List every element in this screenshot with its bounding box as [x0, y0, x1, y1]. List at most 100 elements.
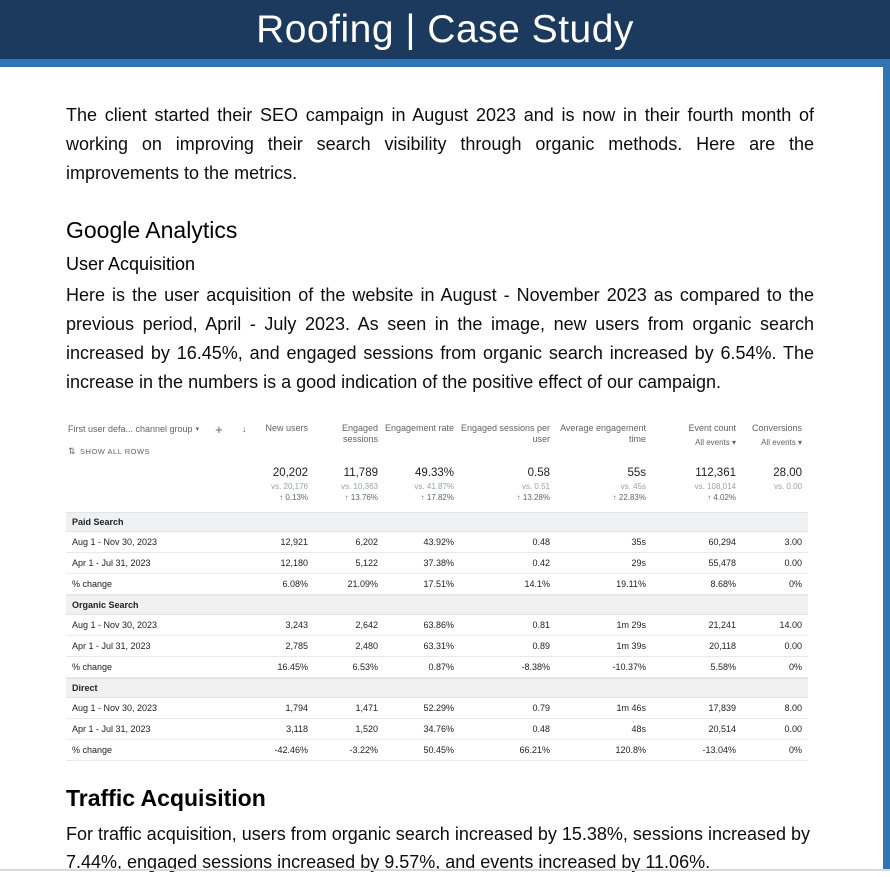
table-cell: 0.87%	[428, 661, 454, 672]
channel-group-row: Paid Search	[66, 511, 808, 532]
row-label: % change	[72, 744, 113, 755]
totals-change: ↑ 13.76%	[344, 492, 378, 502]
table-cell: 5.58%	[710, 661, 736, 672]
empty-cell	[384, 596, 460, 614]
user-acquisition-paragraph: Here is the user acquisition of the webs…	[66, 285, 814, 392]
totals-cell: 0.58 vs. 0.51 ↑ 13.28%	[460, 467, 556, 502]
empty-cell	[314, 596, 384, 614]
table-cell: 52.29%	[423, 702, 454, 713]
column-header-label: New users	[265, 422, 308, 433]
empty-cell	[556, 596, 652, 614]
events-filter-dropdown[interactable]: All events ▾	[695, 438, 736, 448]
show-all-rows-toggle[interactable]: ⇅ SHOW ALL ROWS	[68, 446, 242, 457]
empty-cell	[460, 679, 556, 697]
ga-totals-row: 20,202 vs. 20,176 ↑ 0.13% 11,789 vs. 10,363 ↑…	[66, 465, 808, 512]
table-cell: 16.45%	[277, 661, 308, 672]
row-label: Apr 1 - Jul 31, 2023	[72, 723, 151, 734]
empty-cell	[314, 679, 384, 697]
dimension-dropdown-label: First user defa... channel group	[68, 424, 193, 435]
table-cell: 20,514	[708, 723, 736, 734]
row-label: Aug 1 - Nov 30, 2023	[72, 536, 158, 547]
totals-comparison: vs. 10,363	[341, 481, 378, 491]
column-header-label: Average engagement time	[560, 422, 646, 445]
table-cell: 2,785	[285, 640, 308, 651]
column-header-label: Engaged sessions	[341, 422, 378, 445]
channel-group-label: Direct	[72, 682, 98, 693]
column-header[interactable]: ↓ New users	[242, 417, 314, 435]
table-cell: 5,122	[355, 557, 378, 568]
empty-cell	[242, 596, 314, 614]
totals-change: ↑ 0.13%	[279, 492, 308, 502]
column-header[interactable]: Average engagement time	[556, 417, 652, 446]
empty-cell	[652, 596, 742, 614]
table-cell: 34.76%	[423, 723, 454, 734]
channel-group-row: Organic Search	[66, 594, 808, 615]
table-cell: 29s	[631, 557, 646, 568]
totals-spacer	[66, 467, 242, 502]
totals-cell: 11,789 vs. 10,363 ↑ 13.76%	[314, 467, 384, 502]
user-acquisition-subheading: User Acquisition	[66, 254, 196, 275]
totals-comparison: vs. 0.51	[521, 481, 550, 491]
table-cell: 8.00	[784, 702, 802, 713]
table-row: % change 16.45% 6.53% 0.87% -8.38% -10.37% 5.5…	[66, 656, 808, 678]
totals-change: ↑ 13.28%	[516, 492, 550, 502]
traffic-acquisition-heading: Traffic Acquisition	[66, 784, 266, 811]
table-cell: 19.11%	[616, 578, 646, 589]
column-header[interactable]: Engaged sessions	[314, 417, 384, 446]
totals-cell: 112,361 vs. 108,014 ↑ 4.02%	[652, 467, 742, 502]
table-cell: 3.00	[784, 536, 802, 547]
add-dimension-button[interactable]: +	[215, 421, 223, 437]
table-cell: 1,520	[355, 723, 378, 734]
document-body: The client started their SEO campaign in…	[0, 67, 890, 877]
intro-paragraph: The client started their SEO campaign in…	[66, 105, 814, 183]
table-cell: 48s	[631, 723, 646, 734]
totals-value: 112,361	[695, 466, 736, 479]
accent-strip	[0, 59, 890, 67]
table-cell: 0.48	[532, 723, 550, 734]
events-filter-dropdown[interactable]: All events ▾	[761, 438, 802, 448]
table-cell: 0%	[788, 661, 802, 672]
page-header: Roofing | Case Study	[0, 0, 890, 59]
column-header-label: Event count	[688, 422, 736, 433]
table-cell: 0.00	[784, 640, 802, 651]
empty-cell	[242, 513, 314, 531]
column-header[interactable]: Engaged sessions per user	[460, 417, 556, 446]
column-header-label: Conversions	[751, 422, 802, 433]
sort-descending-icon: ↓	[242, 423, 247, 434]
totals-value: 11,789	[343, 466, 378, 479]
table-row: Apr 1 - Jul 31, 2023 2,785 2,480 63.31% 0.89…	[66, 635, 808, 657]
totals-value: 28.00	[773, 466, 802, 479]
column-header[interactable]: Event count All events ▾	[652, 417, 742, 449]
chevron-down-icon: ▾	[195, 426, 200, 434]
empty-cell	[384, 679, 460, 697]
empty-cell	[556, 513, 652, 531]
empty-cell	[652, 513, 742, 531]
column-header[interactable]: Conversions All events ▾	[742, 417, 808, 449]
column-header[interactable]: Engagement rate	[384, 417, 460, 435]
table-cell: -13.04%	[702, 744, 736, 755]
table-cell: 37.38%	[423, 557, 454, 568]
empty-cell	[314, 513, 384, 531]
table-cell: 21.09%	[347, 578, 378, 589]
ga-table: First user defa... channel group ▾ + ⇅ S…	[66, 417, 808, 761]
totals-value: 20,202	[272, 466, 308, 479]
totals-change: ↑ 22.83%	[612, 492, 646, 502]
table-row: % change 6.08% 21.09% 17.51% 14.1% 19.11% 8.68…	[66, 573, 808, 595]
table-cell: 12,180	[280, 557, 308, 568]
empty-cell	[384, 513, 460, 531]
totals-cell: 20,202 vs. 20,176 ↑ 0.13%	[242, 467, 314, 502]
table-cell: 63.86%	[423, 619, 454, 630]
table-cell: 14.1%	[524, 578, 550, 589]
dimension-dropdown[interactable]: First user defa... channel group ▾	[68, 424, 199, 434]
dimension-header-cell: First user defa... channel group ▾ + ⇅ S…	[66, 417, 242, 457]
table-cell: 1,794	[285, 702, 308, 713]
totals-comparison: vs. 20,176	[271, 481, 308, 491]
google-analytics-heading: Google Analytics	[66, 217, 238, 244]
table-cell: 3,243	[285, 619, 308, 630]
table-cell: 0.48	[532, 536, 550, 547]
totals-cell: 55s vs. 45s ↑ 22.83%	[556, 467, 652, 502]
table-cell: 1m 39s	[616, 640, 646, 651]
empty-cell	[460, 596, 556, 614]
table-cell: 0%	[788, 744, 802, 755]
totals-cell: 49.33% vs. 41.87% ↑ 17.82%	[384, 467, 460, 502]
